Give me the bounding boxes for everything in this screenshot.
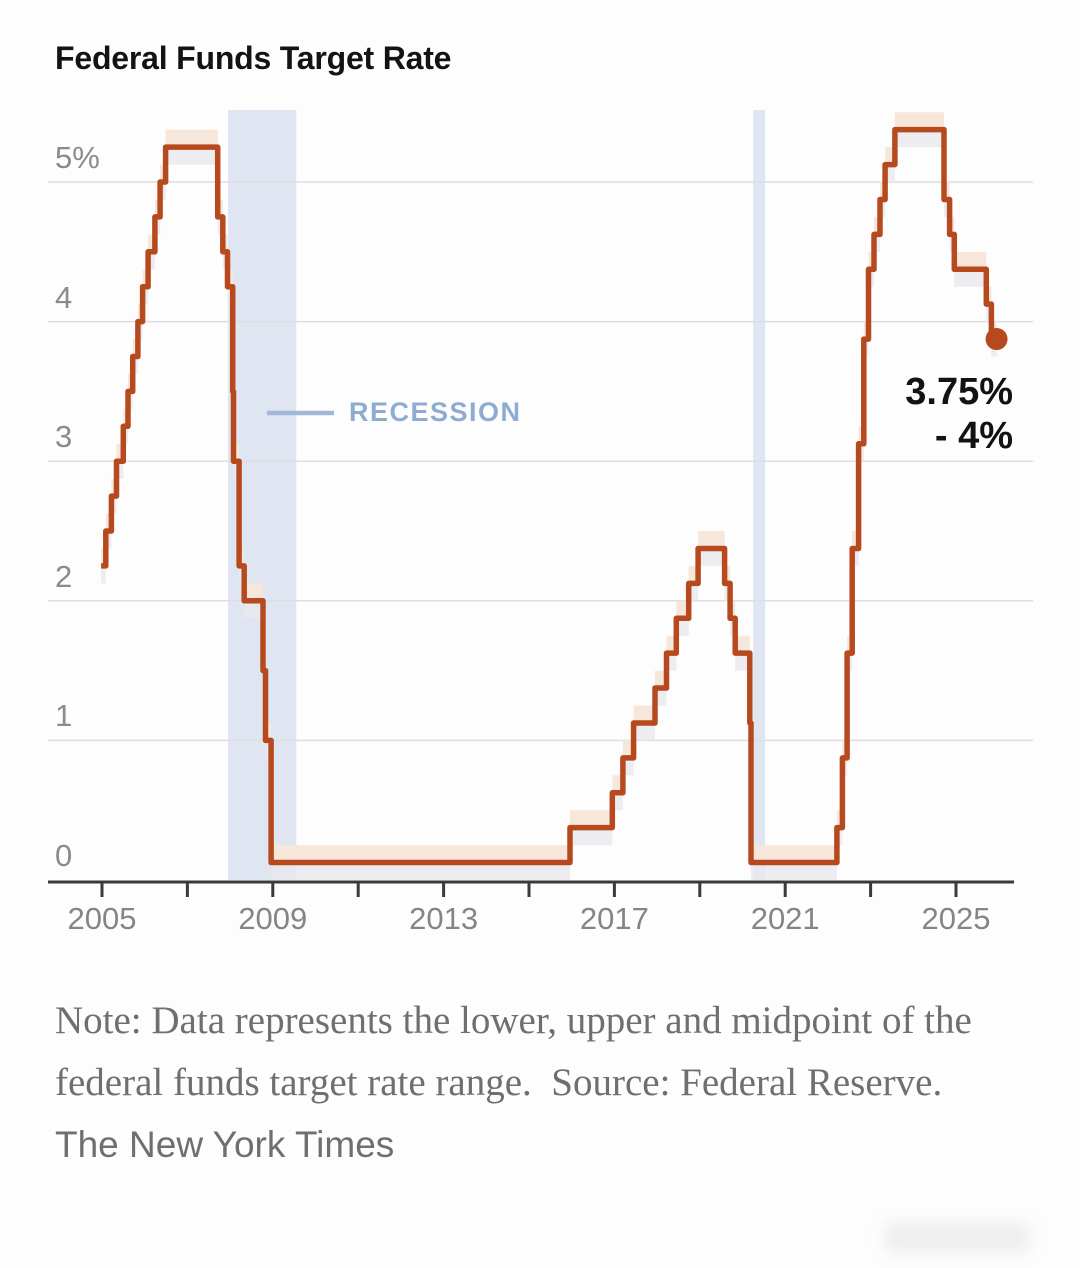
x-axis-label: 2009 (238, 901, 308, 936)
chart-area: 5% 4 3 2 1 0 2005 2009 2013 2017 2021 2025 RECESSI… (48, 110, 1033, 936)
y-axis-label: 0 (55, 838, 73, 873)
latest-value-dot (985, 328, 1008, 351)
chart-title: Federal Funds Target Rate (55, 40, 452, 76)
recession-annotation-label: RECESSION (349, 397, 522, 427)
y-axis-label: 2 (55, 558, 73, 594)
x-axis-label: 2017 (579, 901, 649, 936)
x-axis-label: 2025 (921, 901, 991, 936)
midpoint-step-line (101, 126, 997, 866)
current-rate-line2: - 4% (934, 415, 1013, 457)
y-axis-label: 1 (55, 698, 73, 734)
current-rate-line1: 3.75% (905, 371, 1013, 413)
credit-text: The New York Times (55, 1124, 395, 1165)
watermark (885, 1222, 1030, 1254)
y-axis-label: 3 (55, 419, 73, 455)
x-axis-label: 2013 (409, 901, 479, 936)
source-note: Note: Data represents the lower, upper a… (55, 990, 1023, 1176)
note-text: Note: Data represents the lower, upper a… (55, 999, 982, 1104)
y-axis-label: 4 (55, 279, 73, 315)
current-rate-annotation: 3.75% - 4% (905, 370, 1013, 458)
x-axis-label: 2005 (67, 901, 137, 936)
y-axis-label: 5% (55, 140, 100, 175)
recession-band (753, 110, 766, 880)
x-axis-label: 2021 (750, 901, 820, 936)
fed-funds-step-chart (48, 110, 1033, 897)
